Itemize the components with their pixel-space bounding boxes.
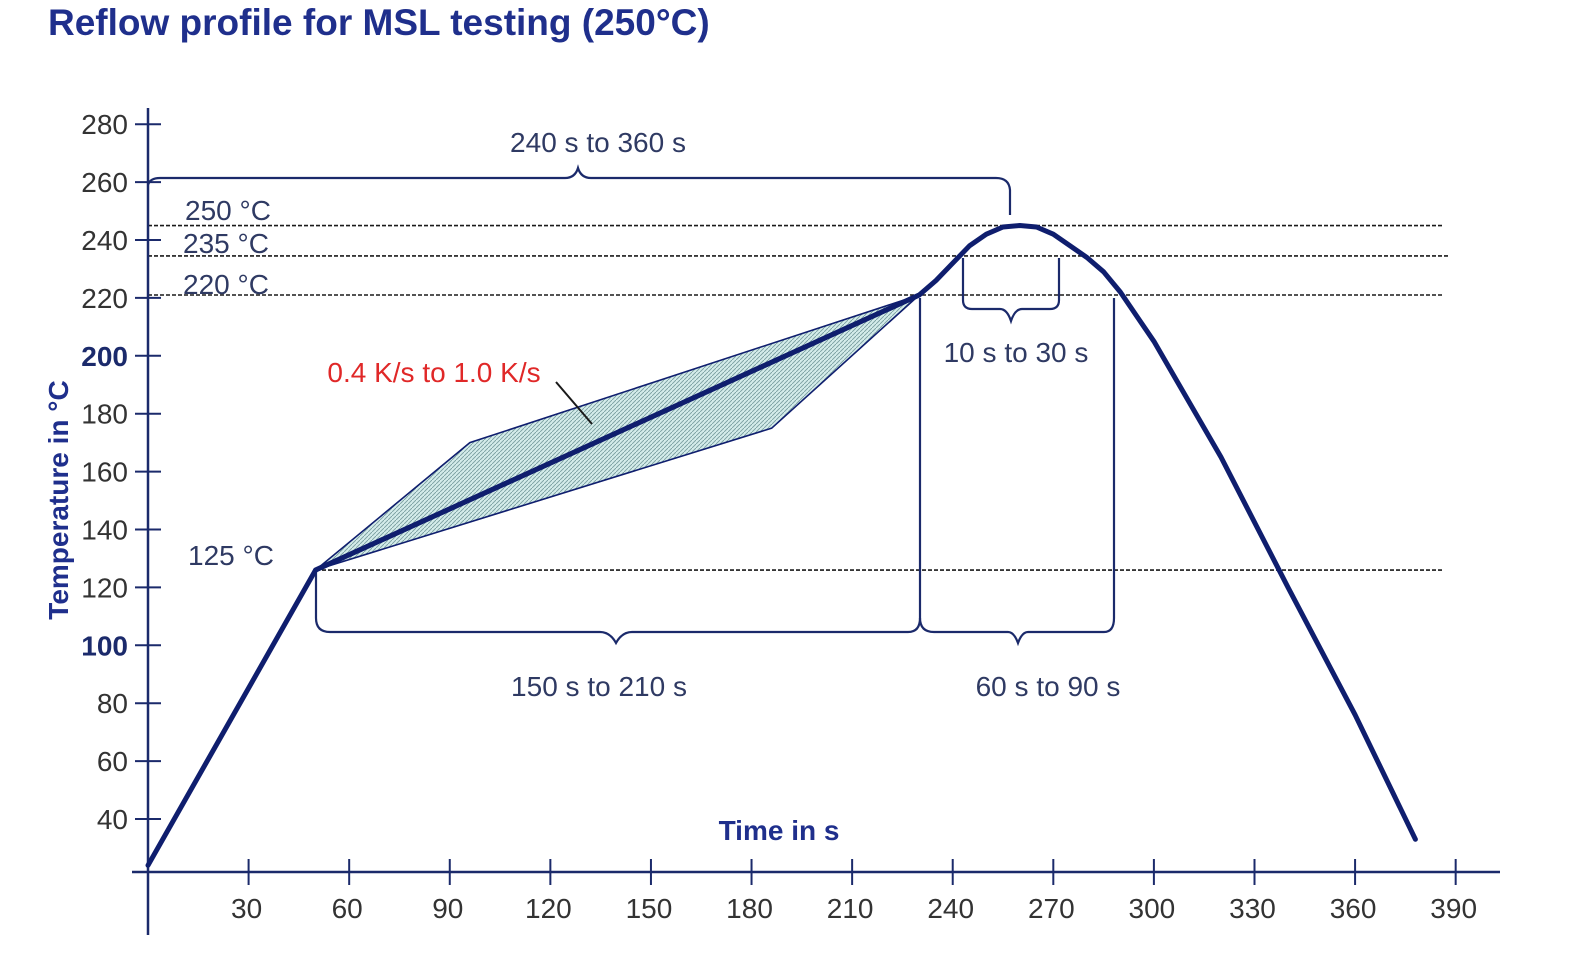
x-tick-label-30: 30 [231, 893, 262, 924]
preheat-time-annotation: 150 s to 210 s [511, 671, 687, 702]
peak-time-annotation: 10 s to 30 s [944, 337, 1089, 368]
above-liquidus-time-annotation: 60 s to 90 s [976, 671, 1121, 702]
data-point [146, 863, 150, 867]
y-tick-label-260: 260 [81, 167, 128, 198]
peak-brace [961, 258, 1061, 325]
y-tick-label-80: 80 [97, 688, 128, 719]
data-point [934, 279, 938, 283]
ref-label-250: 250 °C [185, 195, 271, 226]
data-point [1085, 255, 1089, 259]
ref-label-220: 220 °C [183, 269, 269, 300]
data-point [314, 568, 318, 572]
liquidus-brace [918, 298, 1116, 647]
y-tick-label-200: 200 [81, 341, 128, 372]
reflow-profile-line [145, 223, 1418, 868]
y-tick-label-140: 140 [81, 515, 128, 546]
x-tick-label-60: 60 [332, 893, 363, 924]
nominal-ramp-line [313, 292, 922, 573]
data-point [967, 244, 971, 248]
x-tick-label-180: 180 [726, 893, 773, 924]
x-tick-label-210: 210 [827, 893, 874, 924]
data-point [1286, 585, 1290, 589]
x-tick-label-360: 360 [1330, 893, 1377, 924]
y-axis-title: Temperature in °C [43, 380, 74, 619]
data-point [1353, 713, 1357, 717]
data-point [917, 293, 921, 297]
data-point [1413, 837, 1417, 841]
x-axis-title: Time in s [719, 815, 840, 846]
preheat-brace [314, 298, 922, 646]
data-point [984, 232, 988, 236]
ramp-rate-annotation: 0.4 K/s to 1.0 K/s [327, 357, 540, 388]
y-tick-label-240: 240 [81, 225, 128, 256]
y-tick-label-280: 280 [81, 109, 128, 140]
data-point [1152, 339, 1156, 343]
data-point [1051, 232, 1055, 236]
data-point [1219, 455, 1223, 459]
y-tick-label-100: 100 [81, 630, 128, 661]
total-time-brace [146, 164, 1012, 215]
x-tick-label-240: 240 [927, 893, 974, 924]
data-point [1018, 224, 1022, 228]
x-tick-label-150: 150 [626, 893, 673, 924]
ref-label-235: 235 °C [183, 228, 269, 259]
x-tick-label-390: 390 [1430, 893, 1477, 924]
y-tick-label-160: 160 [81, 457, 128, 488]
y-tick-label-60: 60 [97, 746, 128, 777]
x-tick-label-270: 270 [1028, 893, 1075, 924]
y-tick-label-220: 220 [81, 283, 128, 314]
x-tick-label-300: 300 [1129, 893, 1176, 924]
x-tick-label-120: 120 [525, 893, 572, 924]
data-point [1035, 225, 1039, 229]
data-point [951, 261, 955, 265]
ramp-rate-leader [555, 381, 593, 425]
total-time-annotation: 240 s to 360 s [510, 127, 686, 158]
y-tick-label-180: 180 [81, 399, 128, 430]
y-tick-label-40: 40 [97, 804, 128, 835]
x-tick-label-90: 90 [432, 893, 463, 924]
data-point [1001, 225, 1005, 229]
ref-label-125: 125 °C [188, 540, 274, 571]
chart-title: Reflow profile for MSL testing (250°C) [48, 2, 710, 43]
x-tick-label-330: 330 [1229, 893, 1276, 924]
data-point [1118, 290, 1122, 294]
data-point [1068, 244, 1072, 248]
y-tick-label-120: 120 [81, 572, 128, 603]
data-point [1102, 270, 1106, 274]
